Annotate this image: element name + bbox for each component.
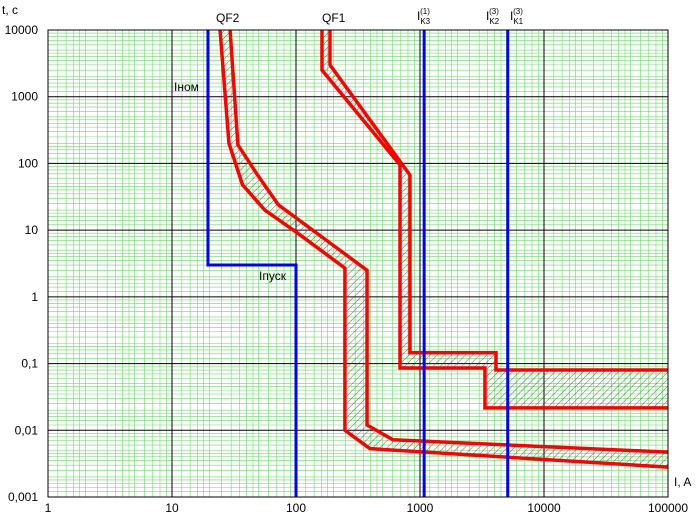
annotation-main: I [486,9,489,23]
series-label: QF2 [216,11,240,25]
annotation-sup: (3) [513,7,523,16]
y-axis-label: t, c [2,3,18,17]
curve [328,30,668,372]
annotation-sub: K3 [420,17,430,26]
annotation: IK3(1) [417,7,431,26]
plot-border [47,29,669,498]
x-axis-label: I, A [674,475,691,489]
annotation-sub: K1 [513,17,523,26]
y-tick-label: 0,001 [8,490,38,504]
curve [320,30,668,410]
curve [218,29,669,469]
marks [47,29,669,498]
annotation: Iпуск [259,269,287,283]
annotation: IK2(3) [486,7,500,26]
annotation-main: I [510,9,513,23]
curve [206,30,298,497]
x-tick-label: 100 [286,501,306,515]
annotation-sup: (1) [420,7,430,16]
series-label: QF1 [322,11,346,25]
x-tick-label: 1000 [407,501,434,515]
x-tick-label: 10 [165,501,179,515]
curve [228,29,669,454]
y-tick-label: 100 [18,156,38,170]
labels: t, c I, A QF2 QF1 Iном Iпуск IK3(1) IK2(… [2,3,691,489]
annotation: Iном [174,80,199,94]
x-tick-label: 10000 [527,501,561,515]
y-tick-label: 0,01 [15,423,39,437]
y-tick-label: 10000 [5,23,39,37]
annotation-sup: (3) [489,7,499,16]
y-tick-label: 0,1 [21,357,38,371]
annotation: IK1(3) [510,7,524,26]
annotation-sub: K2 [489,17,499,26]
y-tick-label: 1000 [11,90,38,104]
y-tick-label: 10 [25,223,39,237]
y-tick-label: 1 [31,290,38,304]
x-tick-label: 1 [45,501,52,515]
annotation-main: I [417,9,420,23]
x-tick-label: 100000 [648,501,688,515]
